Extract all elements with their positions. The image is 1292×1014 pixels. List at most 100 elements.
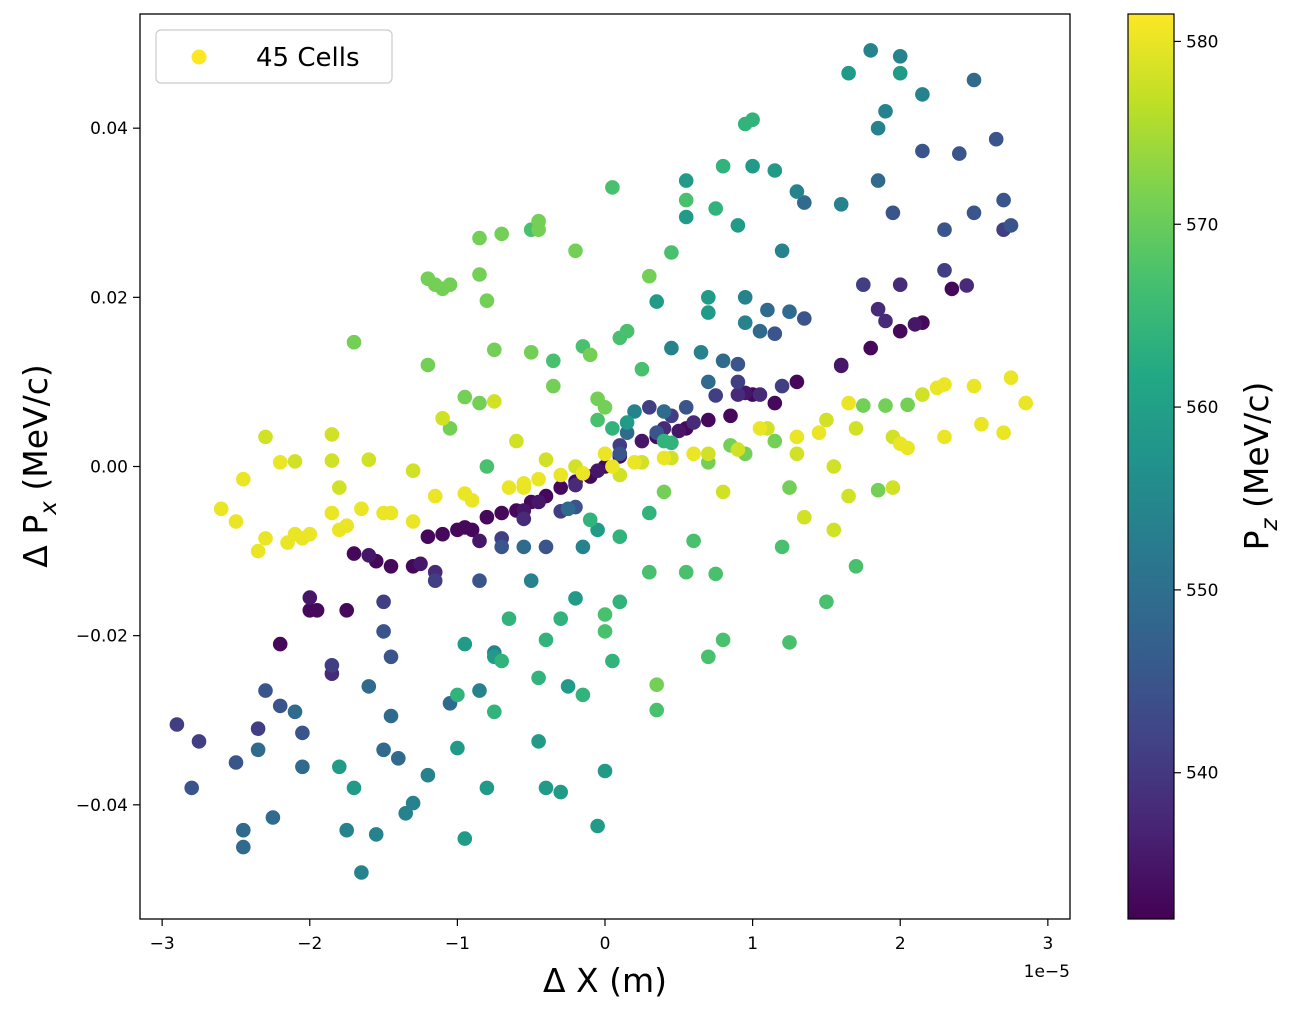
scatter-point xyxy=(442,277,458,293)
scatter-point xyxy=(907,317,923,332)
scatter-point xyxy=(1003,370,1019,386)
scatter-point xyxy=(346,334,362,350)
scatter-point xyxy=(516,480,532,495)
scatter-point xyxy=(538,632,554,648)
scatter-point xyxy=(568,243,583,259)
scatter-point xyxy=(996,192,1011,208)
scatter-point xyxy=(715,353,731,369)
scatter-point xyxy=(708,201,723,216)
scatter-point xyxy=(479,509,495,525)
scatter-point xyxy=(509,433,524,449)
scatter-point xyxy=(501,480,517,495)
scatter-point xyxy=(789,429,805,445)
scatter-point xyxy=(619,415,635,430)
scatter-point xyxy=(250,721,266,736)
scatter-point xyxy=(590,818,605,834)
scatter-point xyxy=(184,780,199,796)
scatter-point xyxy=(730,218,746,233)
scatter-point xyxy=(656,404,672,419)
scatter-point xyxy=(494,505,510,521)
scatter-point xyxy=(767,433,783,449)
scatter-point xyxy=(841,488,856,504)
scatter-point xyxy=(546,378,561,394)
scatter-point xyxy=(405,463,421,479)
scatter-point xyxy=(368,827,384,842)
scatter-point xyxy=(568,591,583,606)
colorbar-tick-label: 580 xyxy=(1186,32,1218,52)
colorbar-tick-label: 550 xyxy=(1186,581,1218,601)
scatter-point xyxy=(1018,395,1033,411)
x-tick-label: −3 xyxy=(150,934,175,954)
scatter-point xyxy=(405,795,421,811)
scatter-point xyxy=(405,514,421,529)
x-tick-label: 0 xyxy=(600,934,611,954)
y-tick-label: −0.02 xyxy=(76,627,128,647)
scatter-point xyxy=(302,526,318,542)
scatter-point xyxy=(892,65,908,81)
scatter-point xyxy=(546,353,561,369)
scatter-point xyxy=(236,822,251,838)
scatter-point xyxy=(937,377,952,392)
scatter-point xyxy=(856,277,871,293)
scatter-point xyxy=(819,594,834,610)
colorbar-title-sub: z xyxy=(1257,518,1283,532)
scatter-point xyxy=(737,290,753,305)
scatter-point xyxy=(605,421,620,436)
scatter-point xyxy=(346,780,362,796)
scatter-point xyxy=(250,742,266,758)
scatter-point xyxy=(442,421,458,436)
scatter-point xyxy=(531,213,546,229)
scatter-point xyxy=(752,421,768,436)
scatter-point xyxy=(258,429,273,445)
scatter-point xyxy=(324,427,340,442)
scatter-point xyxy=(878,313,893,329)
scatter-point xyxy=(892,436,908,452)
scatter-point xyxy=(427,573,443,588)
scatter-point xyxy=(287,454,303,469)
scatter-point xyxy=(575,687,591,703)
scatter-point xyxy=(228,755,244,770)
scatter-point xyxy=(169,717,185,732)
scatter-point xyxy=(450,740,465,756)
scatter-point xyxy=(952,146,967,161)
scatter-point xyxy=(309,603,325,618)
scatter-point xyxy=(959,278,974,293)
scatter-point xyxy=(634,361,650,377)
scatter-point xyxy=(715,632,731,648)
scatter-point xyxy=(1003,218,1019,233)
legend-label: 45 Cells xyxy=(256,43,360,73)
scatter-point xyxy=(656,450,672,466)
colorbar-tick-label: 540 xyxy=(1186,764,1218,784)
scatter-point xyxy=(361,679,377,694)
scatter-point xyxy=(649,294,664,309)
scatter-point xyxy=(457,831,473,846)
scatter-point xyxy=(531,494,546,510)
scatter-point xyxy=(752,323,768,339)
scatter-point xyxy=(833,197,849,212)
colorbar-title-unit: (MeV/c) xyxy=(1237,382,1276,519)
scatter-point xyxy=(213,501,229,517)
scatter-point xyxy=(760,302,775,318)
scatter-point xyxy=(715,158,731,174)
scatter-point xyxy=(723,408,738,424)
scatter-point xyxy=(642,268,657,284)
scatter-point xyxy=(420,767,436,783)
scatter-point xyxy=(612,529,628,544)
scatter-point xyxy=(472,683,487,698)
scatter-point xyxy=(531,734,546,749)
scatter-point xyxy=(287,704,303,720)
scatter-point xyxy=(236,839,251,855)
scatter-point xyxy=(885,480,901,495)
scatter-point xyxy=(575,539,591,555)
scatter-point xyxy=(797,195,812,210)
scatter-point xyxy=(656,433,672,449)
scatter-point xyxy=(848,559,864,574)
scatter-point xyxy=(789,184,805,199)
scatter-point xyxy=(701,305,716,320)
scatter-point xyxy=(391,751,406,766)
scatter-point xyxy=(501,611,517,626)
scatter-point xyxy=(686,415,701,430)
scatter-point xyxy=(228,514,244,529)
scatter-point xyxy=(789,446,805,462)
